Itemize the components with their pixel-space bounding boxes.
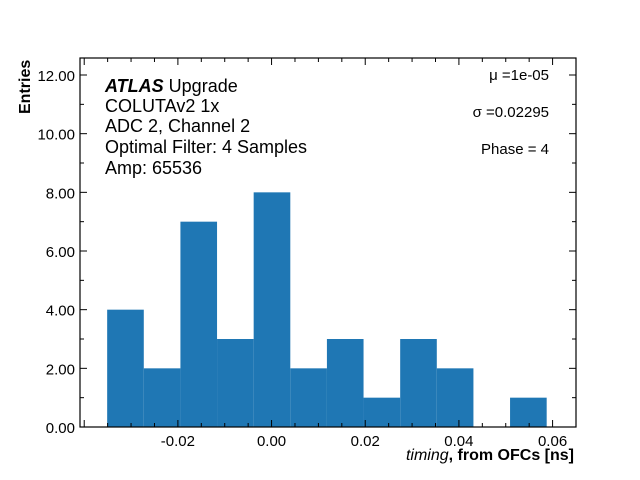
y-tick-label: 4.00 (46, 303, 75, 320)
histogram-bar (143, 368, 181, 427)
y-tick-label: 8.00 (46, 185, 75, 202)
x-axis-label: timing, from OFCs [ns] (406, 447, 574, 464)
ticks (80, 58, 577, 428)
x-tick-label: -0.02 (161, 433, 195, 450)
histogram-bar (363, 397, 401, 427)
x-tick-labels: -0.02 0.00 0.02 0.04 0.06 (161, 433, 567, 450)
histogram-bar (510, 397, 547, 427)
sigma-label: σ =0.02295 (473, 104, 549, 121)
y-tick-label: 0.00 (46, 420, 75, 437)
histogram-bar (436, 368, 474, 427)
phase-label: Phase = 4 (481, 141, 549, 158)
x-tick-label: 0.04 (444, 433, 473, 450)
y-tick-labels: 0.00 2.00 4.00 6.00 8.00 10.00 12.00 (37, 68, 75, 437)
histogram-bar (400, 339, 437, 427)
y-tick-label: 6.00 (46, 244, 75, 261)
upgrade-text: Upgrade (164, 76, 238, 96)
y-tick-label: 10.00 (37, 127, 75, 144)
atlas-label: ATLAS Upgrade (104, 76, 238, 96)
histogram-bar (326, 339, 364, 427)
annotation-line: ADC 2, Channel 2 (105, 116, 250, 136)
histogram-bar (253, 192, 291, 427)
x-axis-label-bold: , from OFCs [ns] (449, 447, 574, 464)
histogram-bar (107, 309, 144, 427)
annotation-line: Optimal Filter: 4 Samples (105, 137, 307, 157)
y-axis-label: Entries (17, 60, 34, 114)
x-tick-label: 0.06 (538, 433, 567, 450)
y-tick-label: 12.00 (37, 68, 75, 85)
histogram-bar (290, 368, 327, 427)
annotation-line: COLUTAv2 1x (105, 96, 219, 116)
annotation-line: Amp: 65536 (105, 158, 202, 178)
bars (107, 192, 547, 427)
atlas-logo-text: ATLAS (104, 76, 164, 96)
x-tick-label: 0.00 (257, 433, 286, 450)
x-tick-label: 0.02 (351, 433, 380, 450)
histogram-bar (217, 339, 254, 427)
y-tick-label: 2.00 (46, 361, 75, 378)
mean-label: μ =1e-05 (489, 67, 549, 84)
x-axis-label-italic: timing (406, 447, 449, 464)
plot-frame (79, 57, 577, 428)
histogram-bar (180, 221, 218, 427)
